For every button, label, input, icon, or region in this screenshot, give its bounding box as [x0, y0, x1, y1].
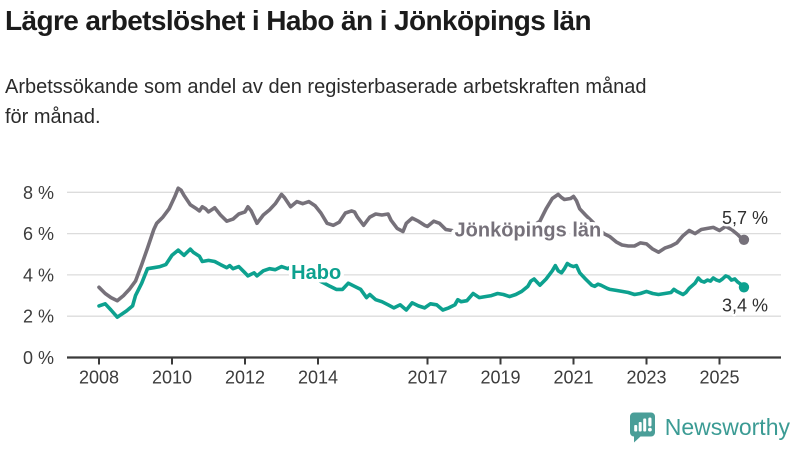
- brand-name: Newsworthy: [664, 414, 790, 440]
- x-axis-label: 2008: [79, 368, 119, 388]
- y-axis-label: 6 %: [23, 224, 54, 244]
- x-axis-label: 2021: [553, 368, 593, 388]
- y-axis-label: 4 %: [23, 265, 54, 285]
- page-title: Lägre arbetslöshet i Habo än i Jönköping…: [5, 5, 592, 36]
- series-name-label: Habo: [291, 262, 341, 284]
- bar-2: [638, 422, 642, 432]
- bar-1: [633, 425, 637, 432]
- series-line-habo: [97, 247, 746, 320]
- x-axis-label: 2017: [407, 368, 447, 388]
- exclamation-dot: [647, 427, 652, 432]
- x-axis-label: 2010: [152, 368, 192, 388]
- y-axis-label: 8 %: [23, 183, 54, 203]
- end-value-label: 3,4 %: [722, 295, 768, 315]
- series-end-dot: [738, 282, 750, 293]
- series-end-dot: [738, 234, 750, 245]
- bar-3: [642, 418, 646, 432]
- speech-bubble-shape: [629, 412, 655, 443]
- newsworthy-bubble-icon: [629, 412, 655, 443]
- x-axis-label: 2019: [480, 368, 520, 388]
- exclamation-bar: [648, 417, 652, 427]
- end-value-label: 5,7 %: [722, 208, 768, 228]
- x-axis-label: 2014: [298, 368, 338, 388]
- y-axis-label: 2 %: [23, 307, 54, 327]
- x-axis-label: 2025: [699, 368, 739, 388]
- chart-subtitle: Arbetssökande som andel av den registerb…: [5, 76, 647, 128]
- x-axis-label: 2023: [626, 368, 666, 388]
- newsworthy-logo[interactable]: Newsworthy: [629, 412, 790, 443]
- series-name-label: Jönköpings län: [455, 219, 602, 241]
- x-axis-label: 2012: [225, 368, 265, 388]
- series-line-jonkopings-lan: [97, 186, 746, 303]
- y-axis-label: 0 %: [23, 348, 54, 368]
